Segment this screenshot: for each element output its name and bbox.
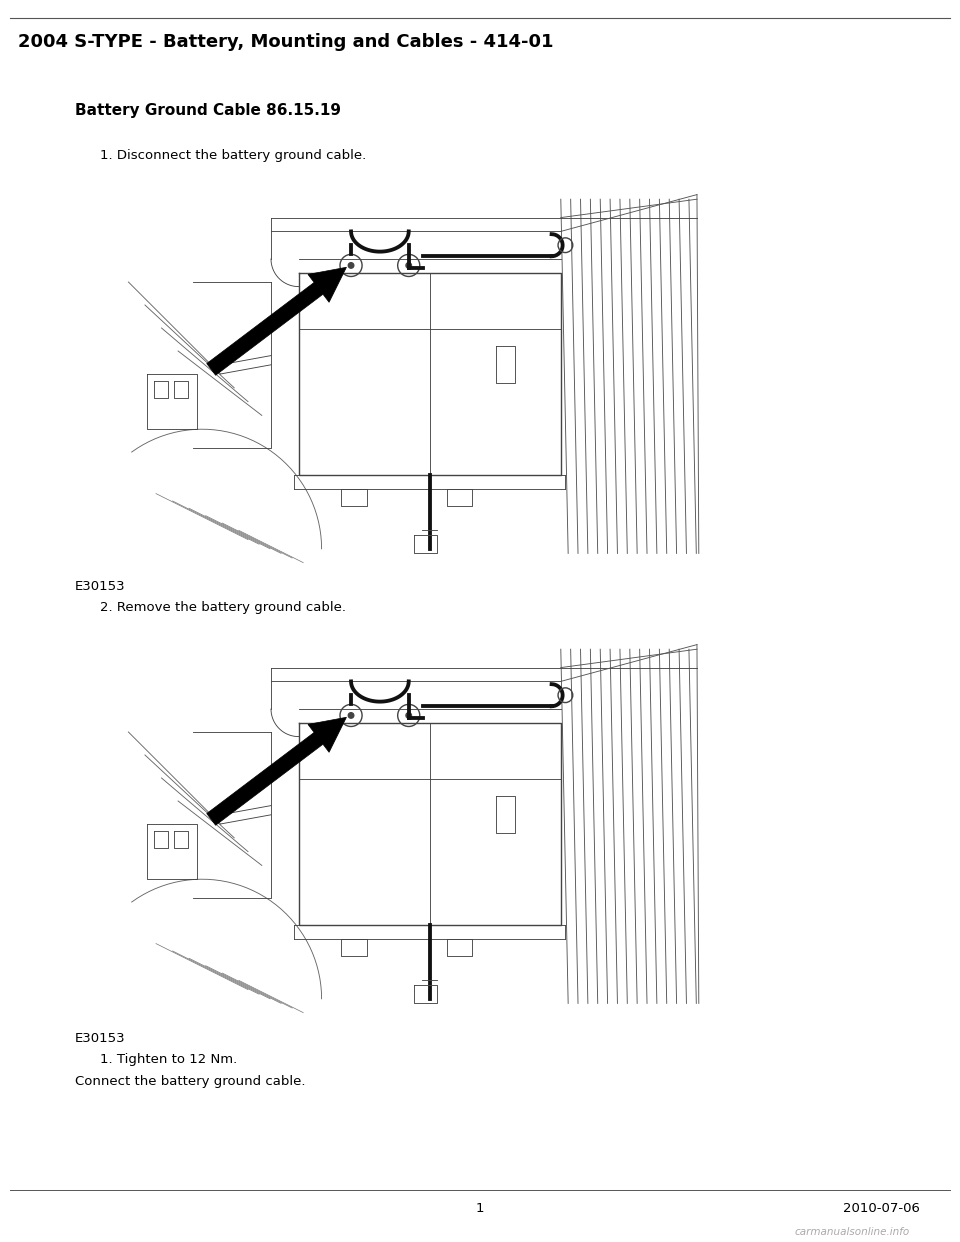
Polygon shape — [206, 267, 347, 375]
Circle shape — [406, 713, 412, 718]
Text: 2. Remove the battery ground cable.: 2. Remove the battery ground cable. — [100, 600, 346, 614]
Text: 2004 S-TYPE - Battery, Mounting and Cables - 414-01: 2004 S-TYPE - Battery, Mounting and Cabl… — [18, 34, 554, 51]
Polygon shape — [206, 718, 347, 825]
Circle shape — [348, 262, 354, 268]
Text: 2010-07-06: 2010-07-06 — [843, 1201, 920, 1215]
Text: Battery Ground Cable 86.15.19: Battery Ground Cable 86.15.19 — [75, 103, 341, 118]
Text: 1: 1 — [476, 1201, 484, 1215]
Circle shape — [348, 713, 354, 718]
Text: Connect the battery ground cable.: Connect the battery ground cable. — [75, 1076, 305, 1088]
Text: carmanualsonline.info: carmanualsonline.info — [795, 1227, 910, 1237]
Text: 1. Tighten to 12 Nm.: 1. Tighten to 12 Nm. — [100, 1053, 237, 1067]
Text: 1. Disconnect the battery ground cable.: 1. Disconnect the battery ground cable. — [100, 149, 367, 161]
Text: E30153: E30153 — [75, 580, 126, 594]
Text: E30153: E30153 — [75, 1032, 126, 1045]
Circle shape — [406, 262, 412, 268]
